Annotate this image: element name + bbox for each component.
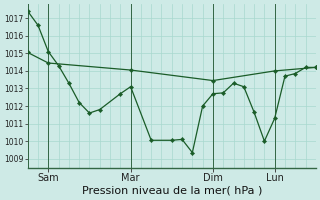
X-axis label: Pression niveau de la mer( hPa ): Pression niveau de la mer( hPa ) bbox=[82, 186, 262, 196]
